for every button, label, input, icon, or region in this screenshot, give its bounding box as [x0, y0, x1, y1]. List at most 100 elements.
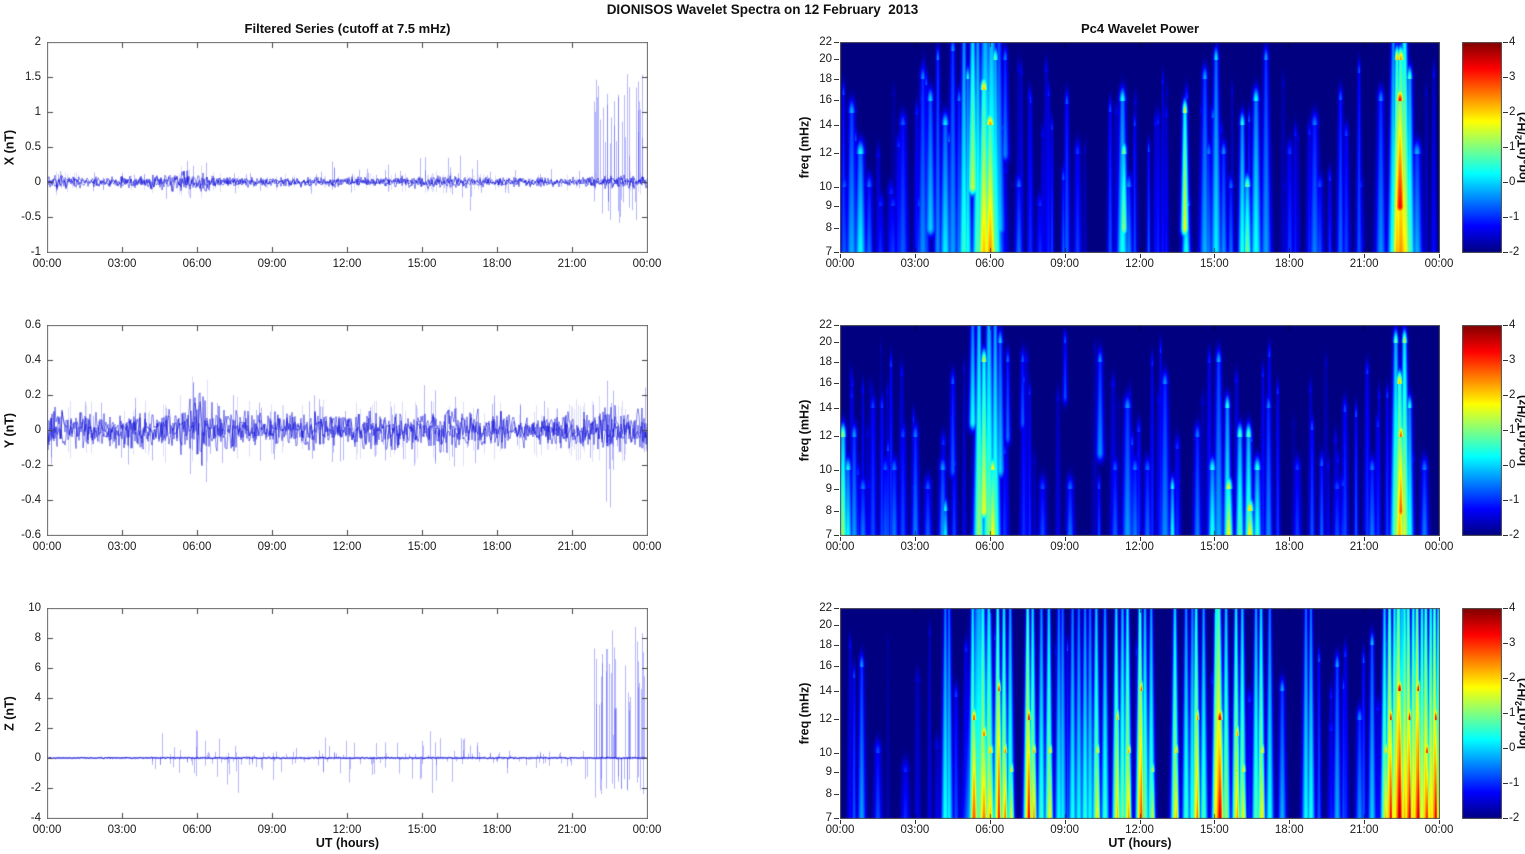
x-tick-label: 09:00 [1050, 541, 1080, 553]
freq-tick-label: 18 [819, 638, 832, 651]
tick-mark [1139, 820, 1141, 824]
tick-mark [834, 100, 839, 102]
tick-mark [989, 820, 991, 824]
x-tick-label: 00:00 [32, 258, 62, 270]
freq-tick-label: 20 [819, 619, 832, 632]
x-tick-label: 03:00 [107, 824, 137, 836]
freq-tick-label: 14 [819, 401, 832, 414]
tick-mark [834, 793, 839, 795]
tick-mark [1064, 254, 1066, 258]
x-tick-label: 09:00 [257, 258, 287, 270]
x-tick-label: 15:00 [407, 541, 437, 553]
x-tick-label: 00:00 [32, 541, 62, 553]
x-tick-label: 06:00 [975, 541, 1005, 553]
x-tick-label: 21:00 [1349, 824, 1379, 836]
tick-mark [1289, 820, 1291, 824]
x-tick-label: 18:00 [1274, 541, 1304, 553]
tick-mark [1503, 325, 1508, 326]
x-tick-label: 03:00 [107, 258, 137, 270]
tick-mark [834, 436, 839, 438]
timeseries-plot-x [47, 42, 648, 253]
tick-mark [834, 771, 839, 773]
tick-mark [834, 227, 839, 229]
colorbar-label-sup: 2 [1513, 134, 1524, 140]
x-tick-label: 12:00 [332, 258, 362, 270]
x-tick-label: 03:00 [900, 541, 930, 553]
y-tick-label: -0.2 [21, 459, 41, 471]
wavelet-spectrogram-x [840, 42, 1440, 253]
x-tick-label: 09:00 [1050, 258, 1080, 270]
y-tick-label: -2 [30, 782, 41, 794]
y-tick-label: 0 [34, 176, 41, 188]
freq-tick-label: 9 [825, 482, 832, 495]
tick-mark [1503, 748, 1508, 749]
colorbar-label-sup: 2 [1513, 417, 1524, 423]
tick-mark [1503, 783, 1508, 784]
x-tick-label: 00:00 [1424, 541, 1454, 553]
x-axis-label-right: UT (hours) [1108, 836, 1172, 850]
tick-mark [834, 383, 839, 385]
tick-mark [1364, 537, 1366, 541]
x-tick-label: 15:00 [407, 824, 437, 836]
x-tick-label: 12:00 [1125, 824, 1154, 836]
tick-mark [1503, 112, 1508, 113]
tick-mark [1139, 254, 1141, 258]
colorbar-tick-label: 2 [1509, 672, 1516, 684]
x-axis-label-left: UT (hours) [315, 836, 380, 850]
tick-mark [1503, 465, 1508, 466]
tick-mark [1439, 254, 1440, 258]
colorbar-tick-label: -2 [1509, 812, 1520, 824]
tick-mark [840, 537, 841, 541]
colorbar-tick-label: -1 [1509, 211, 1520, 223]
colorbar-tick-label: 2 [1509, 106, 1516, 118]
x-tick-label: 00:00 [825, 258, 855, 270]
tick-mark [834, 42, 839, 43]
freq-tick-label: 7 [825, 812, 832, 824]
colorbar-tick-label: 3 [1509, 637, 1516, 649]
x-tick-label: 06:00 [182, 258, 212, 270]
colorbar-tick-label: -2 [1509, 529, 1520, 541]
colorbar-tick-label: 0 [1509, 176, 1516, 188]
x-tick-label: 03:00 [900, 824, 930, 836]
tick-mark [834, 124, 839, 126]
tick-mark [834, 690, 839, 692]
tick-mark [1503, 713, 1508, 714]
tick-mark [834, 361, 839, 363]
tick-mark [1139, 537, 1141, 541]
figure-title: DIONISOS Wavelet Spectra on 12 February … [606, 2, 919, 17]
tick-mark [834, 535, 839, 536]
tick-mark [914, 537, 916, 541]
x-tick-label: 15:00 [1199, 824, 1229, 836]
freq-tick-label: 8 [825, 504, 832, 517]
x-tick-label: 21:00 [557, 258, 587, 270]
tick-mark [1214, 254, 1216, 258]
tick-mark [1503, 182, 1508, 183]
colorbar-tick-label: 4 [1509, 36, 1516, 48]
x-tick-label: 15:00 [1199, 541, 1229, 553]
x-tick-label: 21:00 [557, 541, 587, 553]
x-tick-label: 12:00 [1125, 258, 1154, 270]
x-tick-label: 18:00 [1274, 824, 1304, 836]
tick-mark [834, 510, 839, 512]
tick-mark [834, 608, 839, 609]
freq-tick-label: 10 [819, 463, 832, 476]
x-tick-label: 00:00 [632, 541, 662, 553]
y-tick-label: 0.4 [25, 354, 41, 366]
x-tick-label: 06:00 [975, 258, 1005, 270]
tick-mark [1364, 820, 1366, 824]
freq-tick-label: 20 [819, 336, 832, 349]
tick-mark [840, 820, 841, 824]
tick-mark [1439, 820, 1440, 824]
y-tick-label: 2 [34, 36, 41, 48]
y-tick-label: 8 [34, 632, 41, 644]
colorbar-tick-label: -2 [1509, 246, 1520, 258]
freq-tick-label: 20 [819, 53, 832, 66]
freq-tick-label: 7 [825, 246, 832, 258]
colorbar [1462, 608, 1502, 819]
y-tick-label: 1 [34, 106, 41, 118]
y-tick-label: 1.5 [25, 71, 41, 83]
freq-tick-label: 14 [819, 684, 832, 697]
tick-mark [1503, 643, 1508, 644]
tick-mark [834, 644, 839, 646]
